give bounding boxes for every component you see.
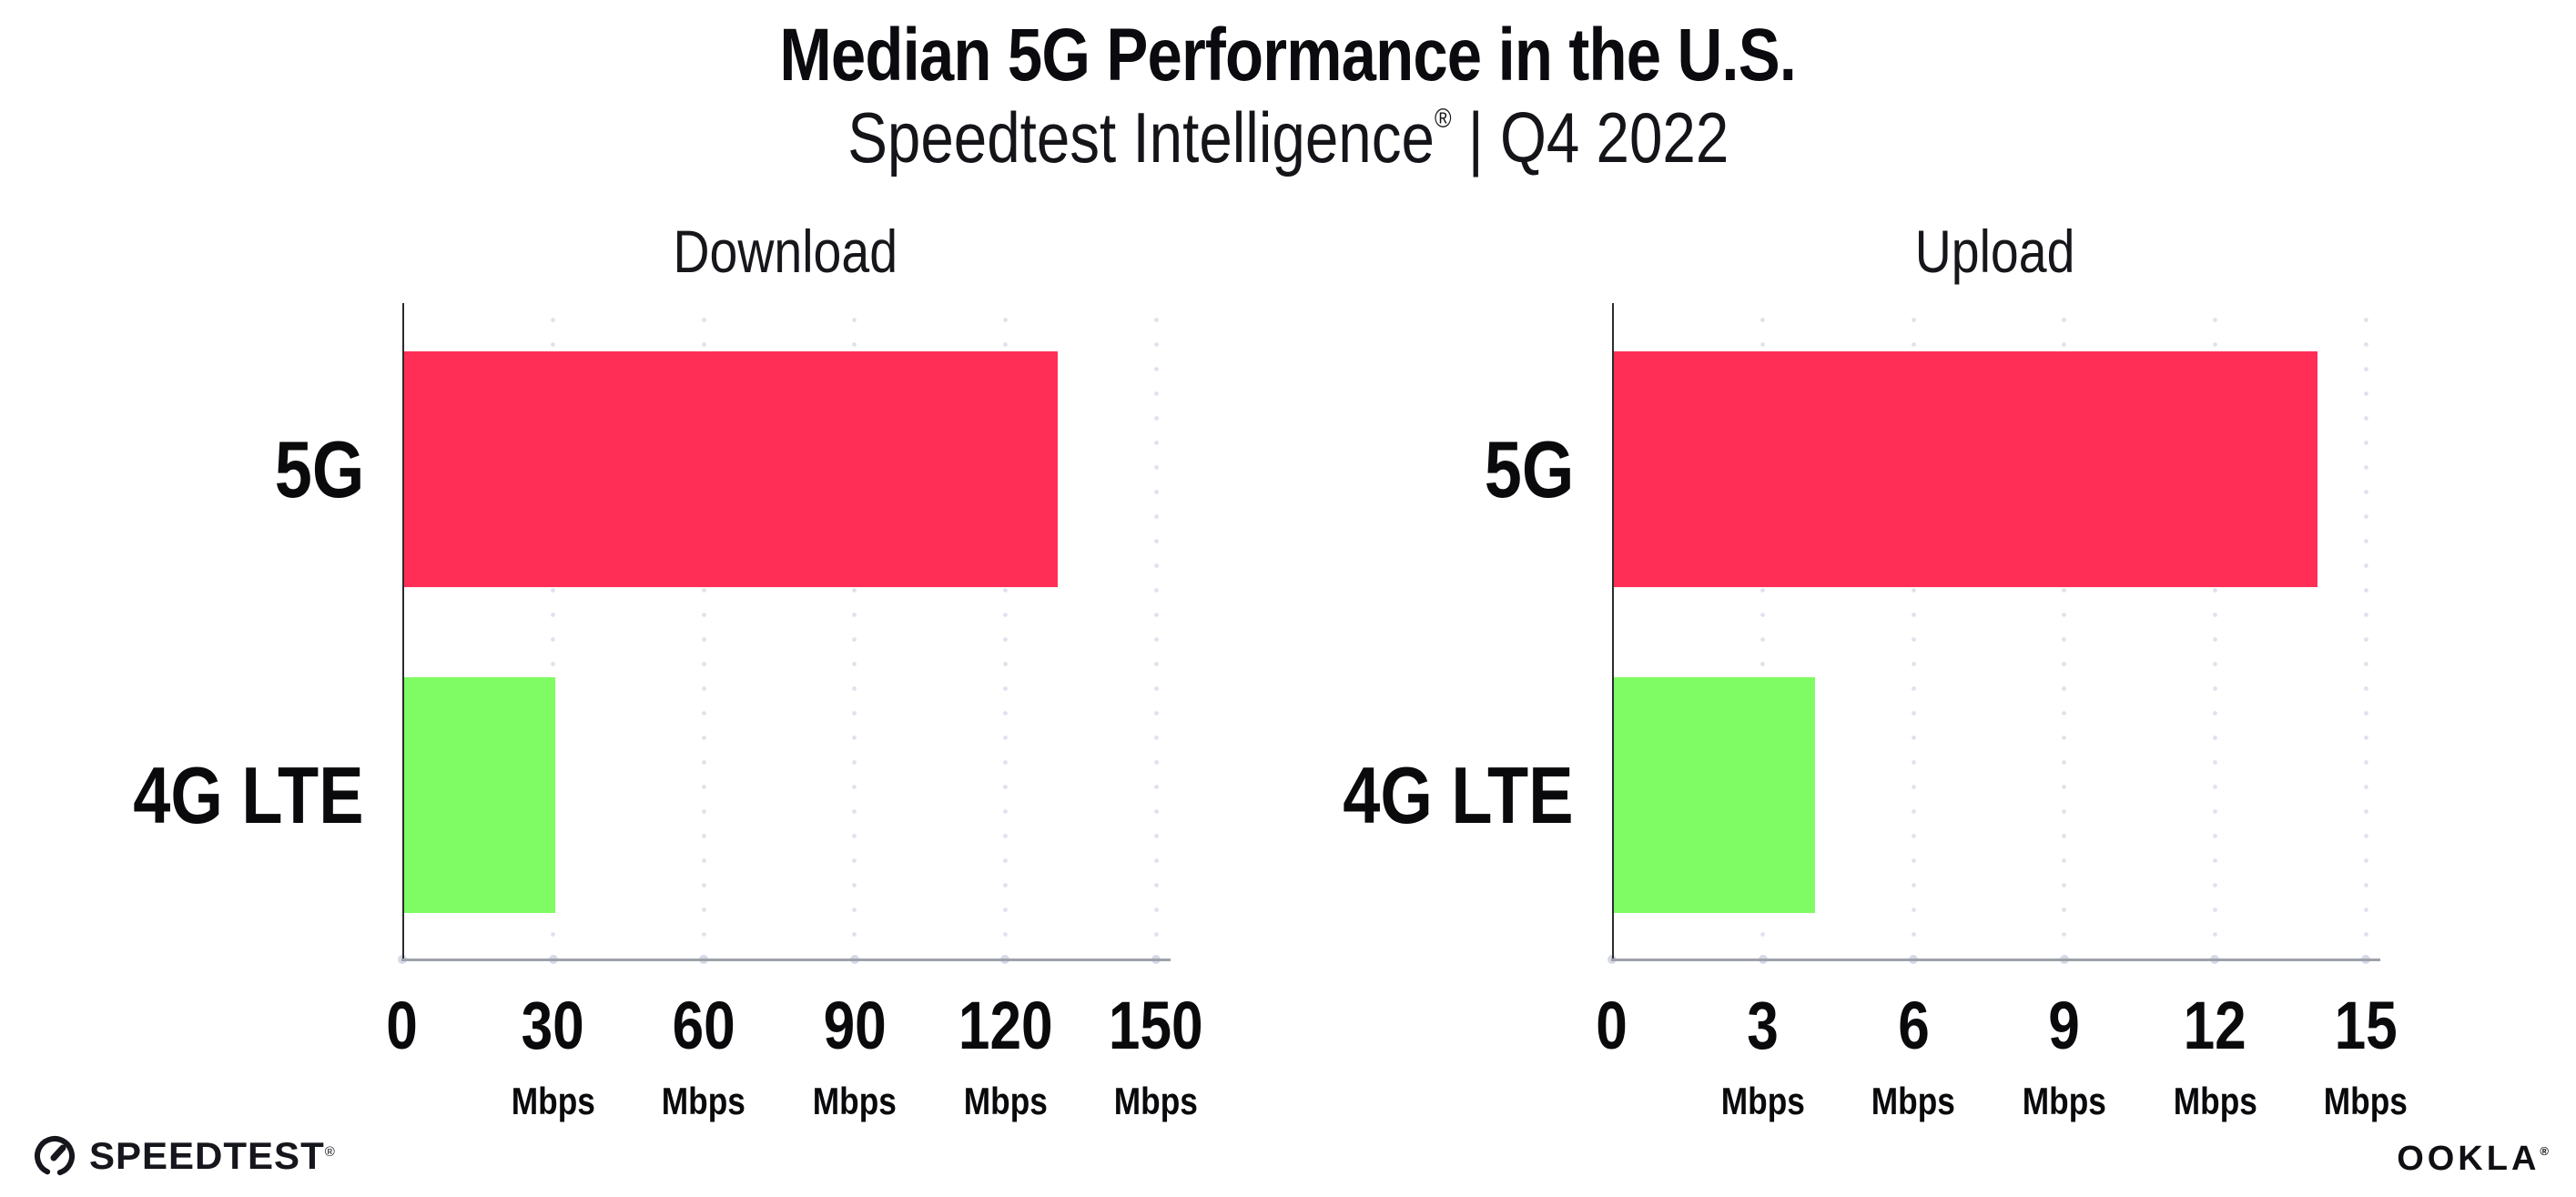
registered-mark-icon: ® — [1434, 104, 1452, 134]
gridline-6-upload — [1911, 308, 1916, 956]
speedtest-registered-icon: ® — [324, 1144, 335, 1160]
subtitle-period: | Q4 2022 — [1451, 97, 1729, 178]
x-tick-unit-text-90-download: Mbps — [812, 1080, 897, 1122]
gridline-9-upload — [2062, 308, 2067, 956]
subtitle-brand: Speedtest Intelligence — [847, 97, 1435, 178]
page-subtitle-text: Speedtest Intelligence® | Q4 2022 — [847, 96, 1729, 179]
gridline-12-upload — [2212, 308, 2217, 956]
x-tick-label-3-upload: 3 — [1627, 987, 1900, 1064]
x-tick-label-12-upload: 12 — [2078, 987, 2351, 1064]
x-tick-unit-12-upload: Mbps — [2078, 1080, 2351, 1123]
gridline-60-download — [701, 308, 706, 956]
x-axis-download — [401, 959, 1171, 961]
x-tick-value-3-upload: 3 — [1747, 988, 1779, 1063]
speedtest-gauge-icon — [35, 1136, 75, 1176]
gridline-90-download — [852, 308, 857, 956]
category-label-4g-lte-download: 4G LTE — [89, 749, 364, 840]
x-tick-unit-text-6-upload: Mbps — [1871, 1080, 1956, 1122]
x-tick-unit-15-upload: Mbps — [2229, 1080, 2502, 1123]
page-title: Median 5G Performance in the U.S. — [0, 13, 2576, 98]
upload-chart-title: Upload — [1722, 217, 2268, 286]
x-tick-unit-text-150-download: Mbps — [1113, 1080, 1199, 1122]
category-label-text-5g-upload: 5G — [1484, 423, 1574, 514]
x-tick-value-90-download: 90 — [823, 988, 887, 1063]
x-tick-label-6-upload: 6 — [1777, 987, 2050, 1064]
ookla-wordmark: OOKLA — [2397, 1140, 2541, 1178]
x-tick-unit-120-download: Mbps — [868, 1080, 1141, 1123]
gridline-3-upload — [1760, 308, 1766, 956]
x-tick-unit-6-upload: Mbps — [1777, 1080, 2050, 1123]
category-label-5g-upload: 5G — [1467, 423, 1574, 514]
y-axis-download — [402, 303, 404, 959]
x-tick-label-0-upload: 0 — [1476, 987, 1749, 1064]
x-tick-unit-text-30-download: Mbps — [511, 1080, 595, 1122]
x-tick-value-30-download: 30 — [522, 988, 585, 1063]
x-tick-value-0-download: 0 — [386, 988, 419, 1063]
x-tick-value-0-upload: 0 — [1596, 988, 1628, 1063]
gridline-150-download — [1153, 308, 1159, 956]
x-tick-unit-90-download: Mbps — [718, 1080, 991, 1123]
ookla-registered-icon: ® — [2540, 1144, 2549, 1158]
category-label-text-4g-lte-download: 4G LTE — [133, 749, 364, 840]
download-chart-title: Download — [512, 217, 1059, 286]
x-tick-unit-text-15-upload: Mbps — [2323, 1080, 2409, 1122]
x-tick-unit-30-download: Mbps — [417, 1080, 690, 1123]
x-tick-unit-text-120-download: Mbps — [963, 1080, 1048, 1122]
x-tick-value-9-upload: 9 — [2048, 988, 2081, 1063]
category-label-5g-download: 5G — [258, 423, 364, 514]
x-tick-label-120-download: 120 — [868, 987, 1141, 1064]
x-tick-value-6-upload: 6 — [1897, 988, 1930, 1063]
ookla-logo: OOKLA® — [2397, 1140, 2549, 1179]
x-tick-value-150-download: 150 — [1109, 988, 1203, 1063]
speedtest-logo: SPEEDTEST® — [33, 1134, 335, 1178]
x-tick-unit-9-upload: Mbps — [1928, 1080, 2201, 1123]
x-tick-unit-text-60-download: Mbps — [662, 1080, 746, 1122]
category-label-text-4g-lte-upload: 4G LTE — [1343, 749, 1574, 840]
gridline-15-upload — [2363, 308, 2368, 956]
download-chart-title-text: Download — [673, 218, 898, 285]
x-tick-label-150-download: 150 — [1019, 987, 1293, 1064]
x-tick-unit-text-3-upload: Mbps — [1720, 1080, 1805, 1122]
upload-chart-title-text: Upload — [1915, 218, 2075, 285]
category-label-text-5g-download: 5G — [274, 423, 364, 514]
x-tick-label-30-download: 30 — [417, 987, 690, 1064]
x-tick-label-15-upload: 15 — [2229, 987, 2502, 1064]
gridline-30-download — [551, 308, 556, 956]
x-tick-value-120-download: 120 — [958, 988, 1053, 1063]
bar-5g-download — [404, 351, 1058, 587]
x-tick-unit-3-upload: Mbps — [1627, 1080, 1900, 1123]
x-axis-upload — [1611, 959, 2380, 961]
category-label-4g-lte-upload: 4G LTE — [1299, 749, 1574, 840]
x-tick-value-12-upload: 12 — [2183, 988, 2246, 1063]
x-tick-label-90-download: 90 — [718, 987, 991, 1064]
speedtest-wordmark: SPEEDTEST — [89, 1134, 325, 1177]
x-tick-unit-text-12-upload: Mbps — [2173, 1080, 2257, 1122]
x-tick-label-0-download: 0 — [266, 987, 539, 1064]
x-tick-unit-150-download: Mbps — [1019, 1080, 1293, 1123]
x-tick-label-9-upload: 9 — [1928, 987, 2201, 1064]
page-subtitle: Speedtest Intelligence® | Q4 2022 — [0, 96, 2576, 179]
x-tick-unit-text-9-upload: Mbps — [2022, 1080, 2106, 1122]
gridline-120-download — [1002, 308, 1008, 956]
bar-5g-upload — [1614, 351, 2317, 587]
x-tick-unit-60-download: Mbps — [567, 1080, 840, 1123]
y-axis-upload — [1612, 303, 1614, 959]
x-tick-value-15-upload: 15 — [2334, 988, 2398, 1063]
bar-4g-lte-upload — [1614, 677, 1815, 913]
x-tick-value-60-download: 60 — [672, 988, 735, 1063]
x-tick-label-60-download: 60 — [567, 987, 840, 1064]
bar-4g-lte-download — [404, 677, 555, 913]
page-title-text: Median 5G Performance in the U.S. — [779, 14, 1798, 96]
